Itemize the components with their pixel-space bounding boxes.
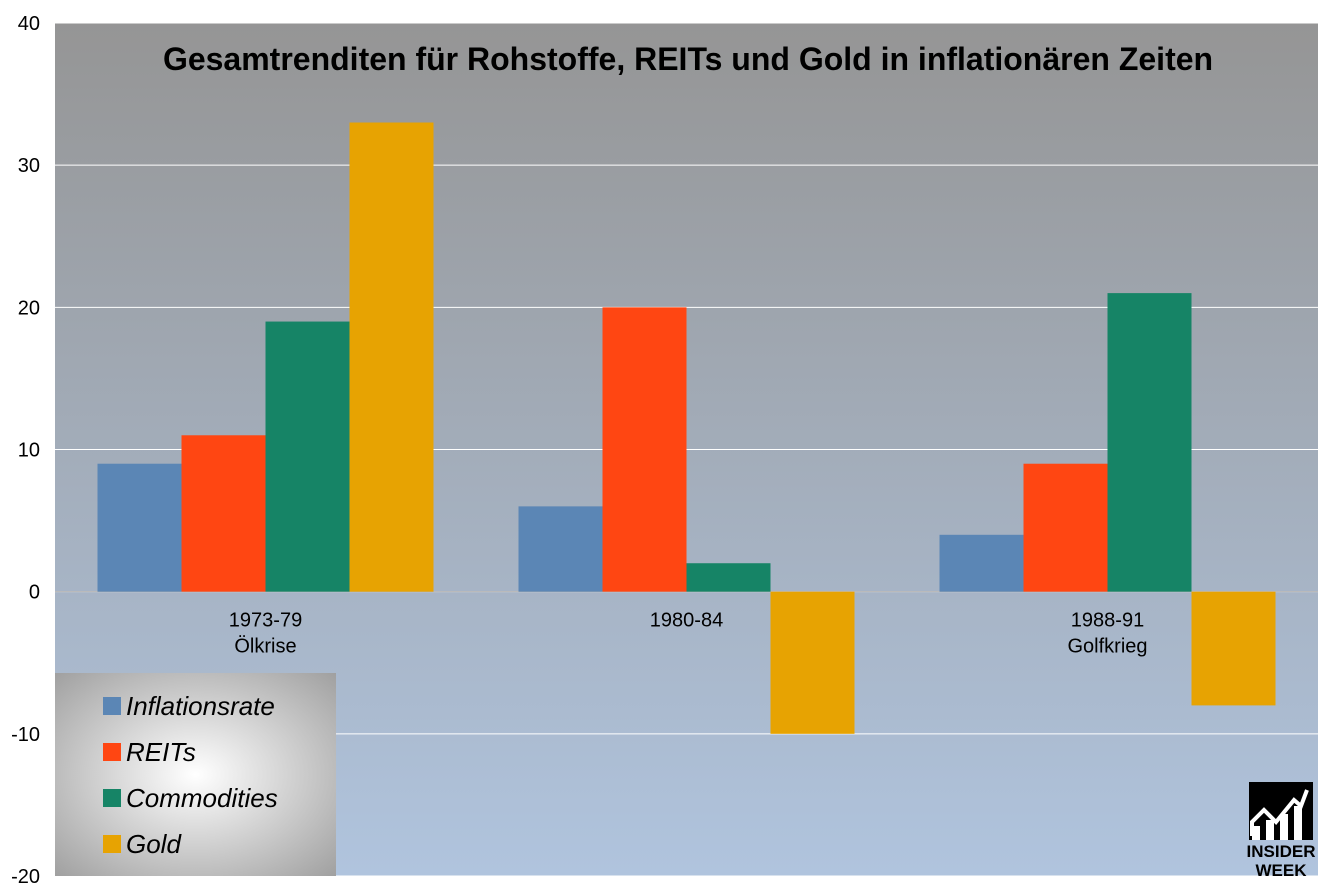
bar-commodities [686, 563, 771, 592]
legend-box [55, 673, 336, 876]
y-tick-label: 20 [18, 297, 40, 319]
legend: Inflationsrate REITs Commodities Gold [55, 673, 336, 876]
bar-reits [181, 435, 266, 592]
bar-gold [1191, 591, 1276, 706]
x-tick-label: 1980-84 [650, 610, 723, 632]
bar-commodities [265, 321, 350, 592]
bar-inflationsrate [939, 534, 1024, 592]
y-tick-label: -20 [11, 866, 40, 888]
bar-gold [349, 122, 434, 592]
y-tick-label: 0 [29, 582, 40, 604]
bar-reits [602, 307, 687, 592]
x-tick-label: 1973-79 [229, 610, 302, 632]
bar-inflationsrate [97, 463, 182, 592]
insider-week-logo: INSIDER WEEK [1247, 782, 1316, 880]
x-tick-label: 1988-91 [1071, 610, 1144, 632]
logo-text-line2: WEEK [1256, 861, 1308, 880]
y-tick-label: 30 [18, 155, 40, 177]
x-axis-labels: 1973-79 Ölkrise 1980-84 1988-91 Golfkrieg [229, 610, 1148, 658]
y-axis-labels: -20 -10 0 10 20 30 40 [11, 13, 40, 888]
legend-label: Commodities [126, 783, 278, 813]
chart-title: Gesamtrenditen für Rohstoffe, REITs und … [163, 41, 1213, 77]
x-tick-label: Ölkrise [234, 636, 296, 658]
legend-swatch [103, 789, 121, 807]
bar-commodities [1107, 293, 1192, 592]
legend-swatch [103, 697, 121, 715]
y-tick-label: 40 [18, 13, 40, 35]
legend-label: Gold [126, 829, 182, 859]
y-tick-label: -10 [11, 724, 40, 746]
legend-label: Inflationsrate [126, 691, 275, 721]
logo-text-line1: INSIDER [1247, 842, 1316, 861]
bar-inflationsrate [518, 506, 603, 592]
bar-reits [1023, 463, 1108, 592]
legend-swatch [103, 835, 121, 853]
legend-swatch [103, 743, 121, 761]
y-tick-label: 10 [18, 440, 40, 462]
bar-gold [770, 591, 855, 734]
x-tick-label: Golfkrieg [1067, 636, 1147, 658]
legend-label: REITs [126, 737, 196, 767]
bars [97, 122, 1276, 734]
